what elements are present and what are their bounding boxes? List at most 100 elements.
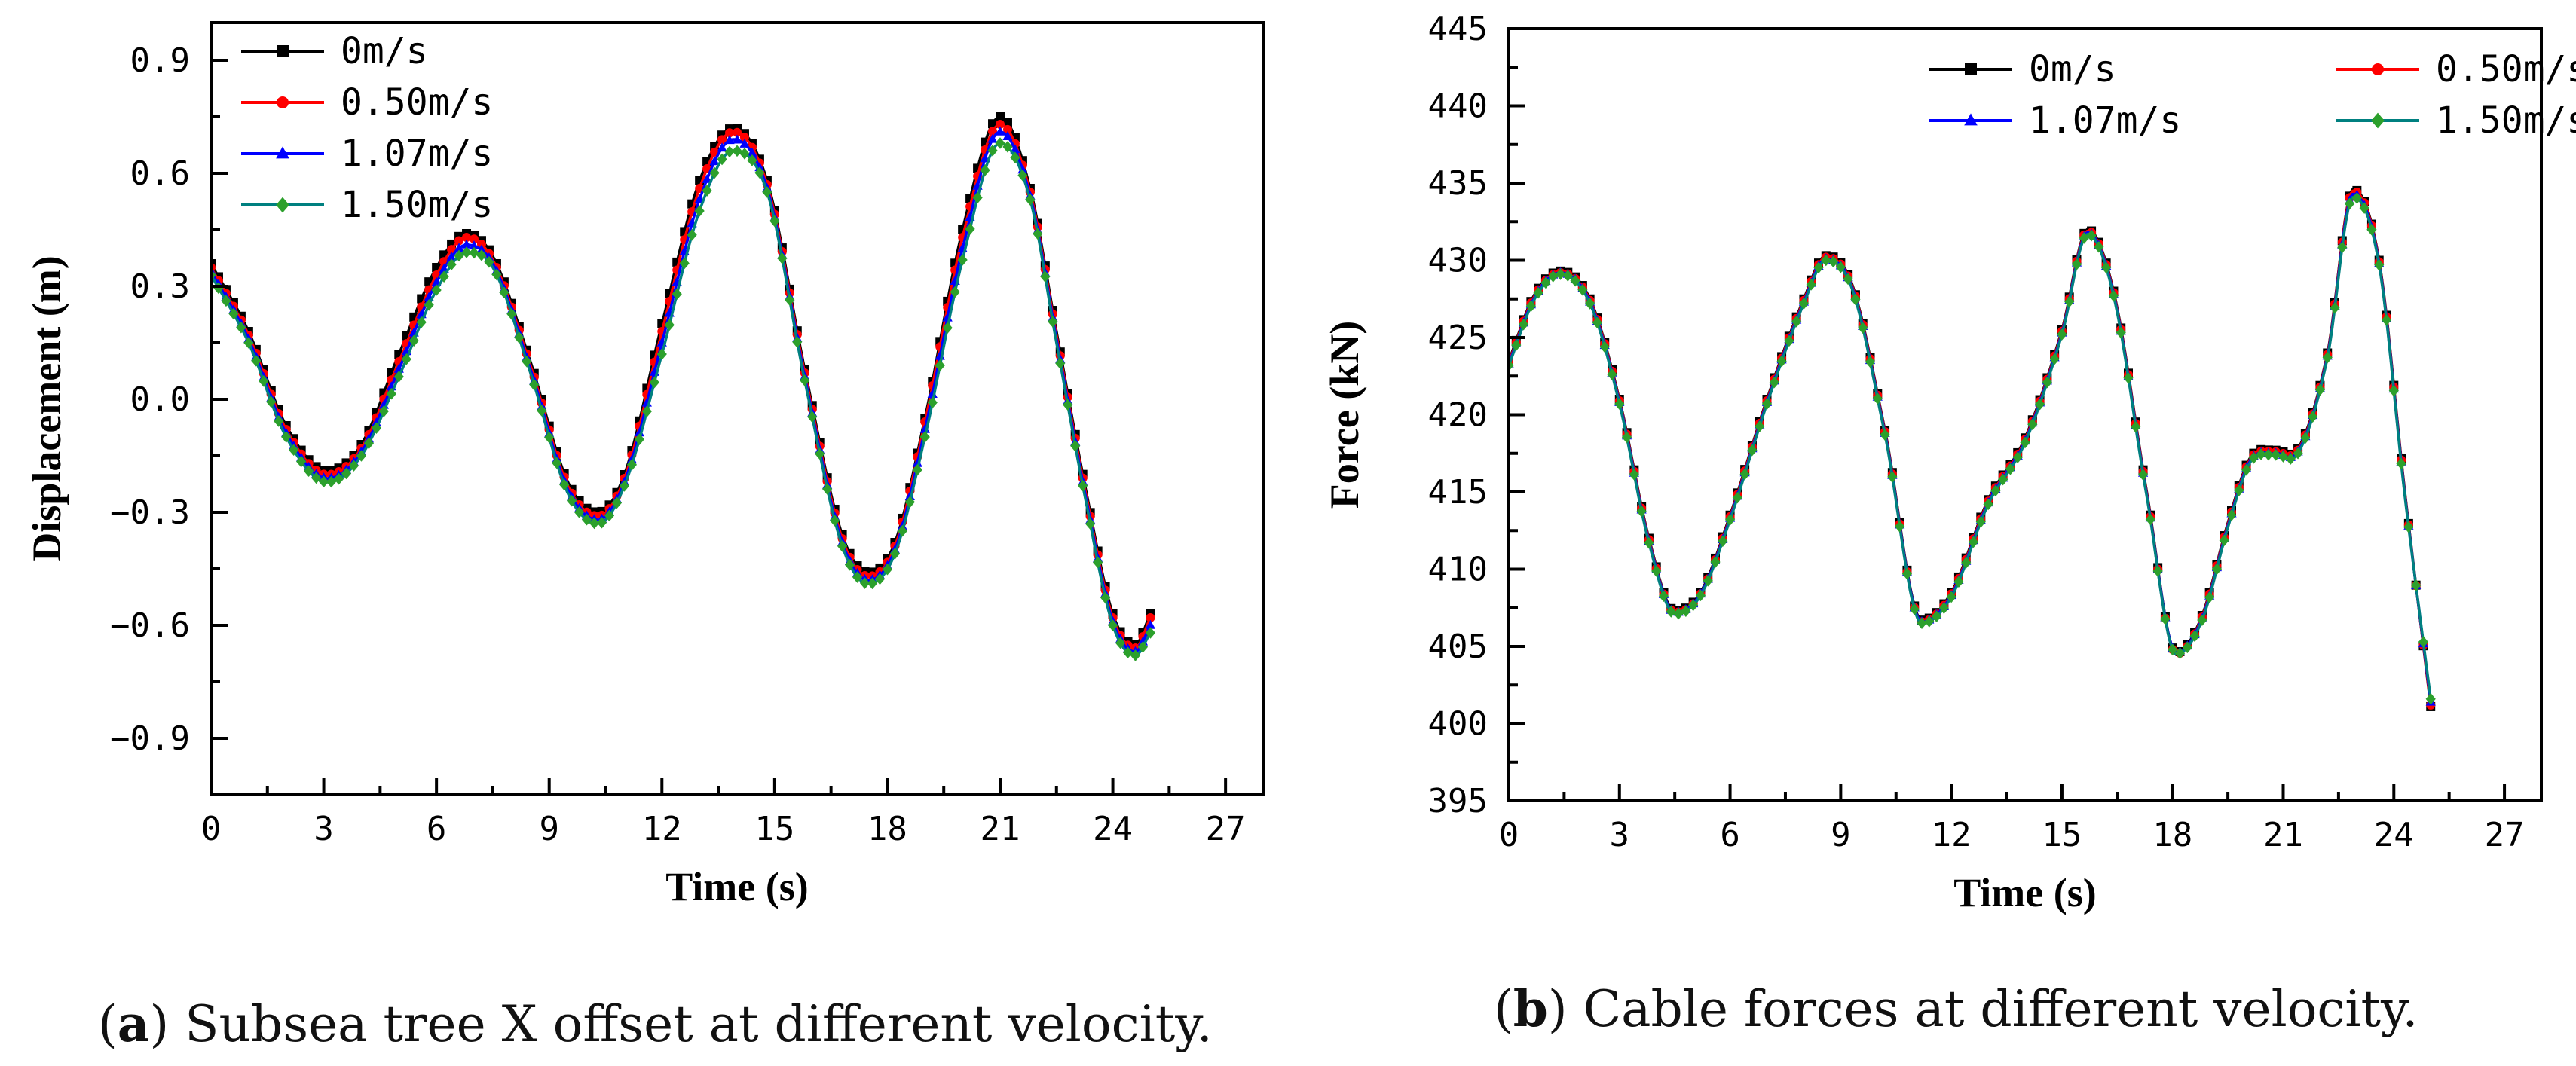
data-point — [1931, 610, 1942, 622]
data-point — [311, 472, 322, 484]
y-tick-label: 415 — [1428, 473, 1488, 512]
data-point — [656, 348, 667, 360]
data-point — [416, 316, 427, 328]
data-point — [1946, 591, 1956, 603]
data-point — [243, 337, 254, 349]
data-point — [408, 334, 419, 347]
data-point — [596, 516, 607, 529]
data-point — [2271, 449, 2281, 461]
data-point — [1821, 254, 1831, 267]
data-point — [318, 475, 329, 488]
caption-a: (a) Subsea tree X offset at different ve… — [98, 994, 1213, 1053]
x-tick-label: 15 — [754, 810, 794, 848]
data-point — [1784, 334, 1794, 347]
data-point — [2137, 469, 2149, 481]
caption-b-letter: b — [1513, 979, 1548, 1038]
data-point — [2086, 229, 2097, 242]
data-point — [980, 164, 990, 176]
data-point — [739, 138, 750, 148]
data-point — [867, 577, 878, 590]
data-point — [1533, 286, 1543, 299]
data-point — [1998, 473, 2008, 486]
data-point — [1975, 515, 1986, 528]
data-point — [792, 336, 803, 348]
legend-label: 1.07m/s — [2029, 99, 2181, 142]
series-line-2 — [1509, 192, 2432, 703]
x-tick-label: 27 — [2485, 816, 2525, 854]
data-point — [1070, 440, 1081, 452]
data-point — [1002, 124, 1012, 134]
caption-a-text: Subsea tree X offset at different veloci… — [169, 995, 1213, 1053]
data-point — [672, 288, 682, 301]
data-point — [2226, 509, 2237, 521]
legend-marker — [277, 96, 289, 108]
data-point — [739, 148, 750, 160]
data-point — [732, 134, 742, 144]
data-point — [2263, 448, 2274, 461]
data-point — [1872, 392, 1883, 405]
data-point — [431, 284, 442, 296]
x-tick-label: 12 — [642, 810, 682, 848]
data-point — [995, 126, 1005, 136]
data-point — [996, 112, 1005, 121]
legend-marker — [276, 197, 289, 213]
data-point — [2204, 591, 2215, 603]
series-line-1 — [1509, 189, 2432, 706]
data-point — [2197, 614, 2207, 626]
data-point — [626, 459, 637, 471]
data-point — [348, 460, 359, 472]
legend-item: 1.07m/s — [241, 133, 493, 175]
data-point — [552, 457, 562, 469]
data-point — [1813, 261, 1824, 274]
data-point — [1511, 339, 1522, 351]
data-point — [2064, 295, 2075, 308]
data-point — [537, 405, 547, 417]
data-point — [830, 515, 840, 527]
legend-item: 0m/s — [241, 30, 428, 72]
data-point — [1917, 617, 1927, 630]
data-point — [476, 240, 486, 249]
data-point — [987, 145, 998, 157]
legend-label: 1.07m/s — [341, 133, 493, 175]
data-point — [724, 135, 735, 145]
y-tick-label: 410 — [1428, 551, 1488, 589]
y-tick-label: 0.6 — [130, 154, 190, 193]
data-point — [935, 359, 945, 371]
legend-marker — [276, 146, 289, 159]
x-tick-label: 18 — [2152, 816, 2192, 854]
data-point — [1681, 605, 1691, 617]
data-point — [2211, 563, 2223, 576]
plot-frame — [1507, 27, 2543, 802]
data-point — [904, 490, 915, 500]
y-tick-label: 0.9 — [130, 41, 190, 80]
data-point — [2234, 484, 2244, 496]
data-point — [2079, 232, 2089, 244]
data-point — [1592, 316, 1603, 329]
data-point — [957, 254, 968, 266]
data-point — [837, 540, 848, 552]
y-tick-label: 400 — [1428, 705, 1488, 744]
data-point — [454, 249, 464, 262]
data-point — [1040, 270, 1051, 283]
data-point — [649, 376, 659, 389]
data-point — [2425, 692, 2436, 705]
data-point — [2366, 223, 2377, 236]
x-tick-label: 6 — [427, 810, 447, 848]
legend-item: 0.50m/s — [2336, 48, 2576, 90]
legend-item: 0.50m/s — [241, 81, 493, 124]
series-markers-1 — [1509, 187, 2436, 710]
data-point — [777, 252, 788, 264]
data-point — [1710, 556, 1721, 568]
data-point — [996, 120, 1005, 129]
data-point — [1570, 274, 1580, 287]
data-point — [1548, 270, 1559, 283]
data-point — [1063, 399, 1073, 411]
data-point — [2285, 453, 2296, 465]
x-tick-label: 12 — [1932, 816, 1972, 854]
data-point — [717, 142, 727, 152]
data-point — [2374, 258, 2385, 271]
data-point — [859, 577, 870, 589]
data-point — [815, 447, 825, 460]
data-point — [1739, 468, 1750, 481]
data-point — [1010, 151, 1020, 164]
